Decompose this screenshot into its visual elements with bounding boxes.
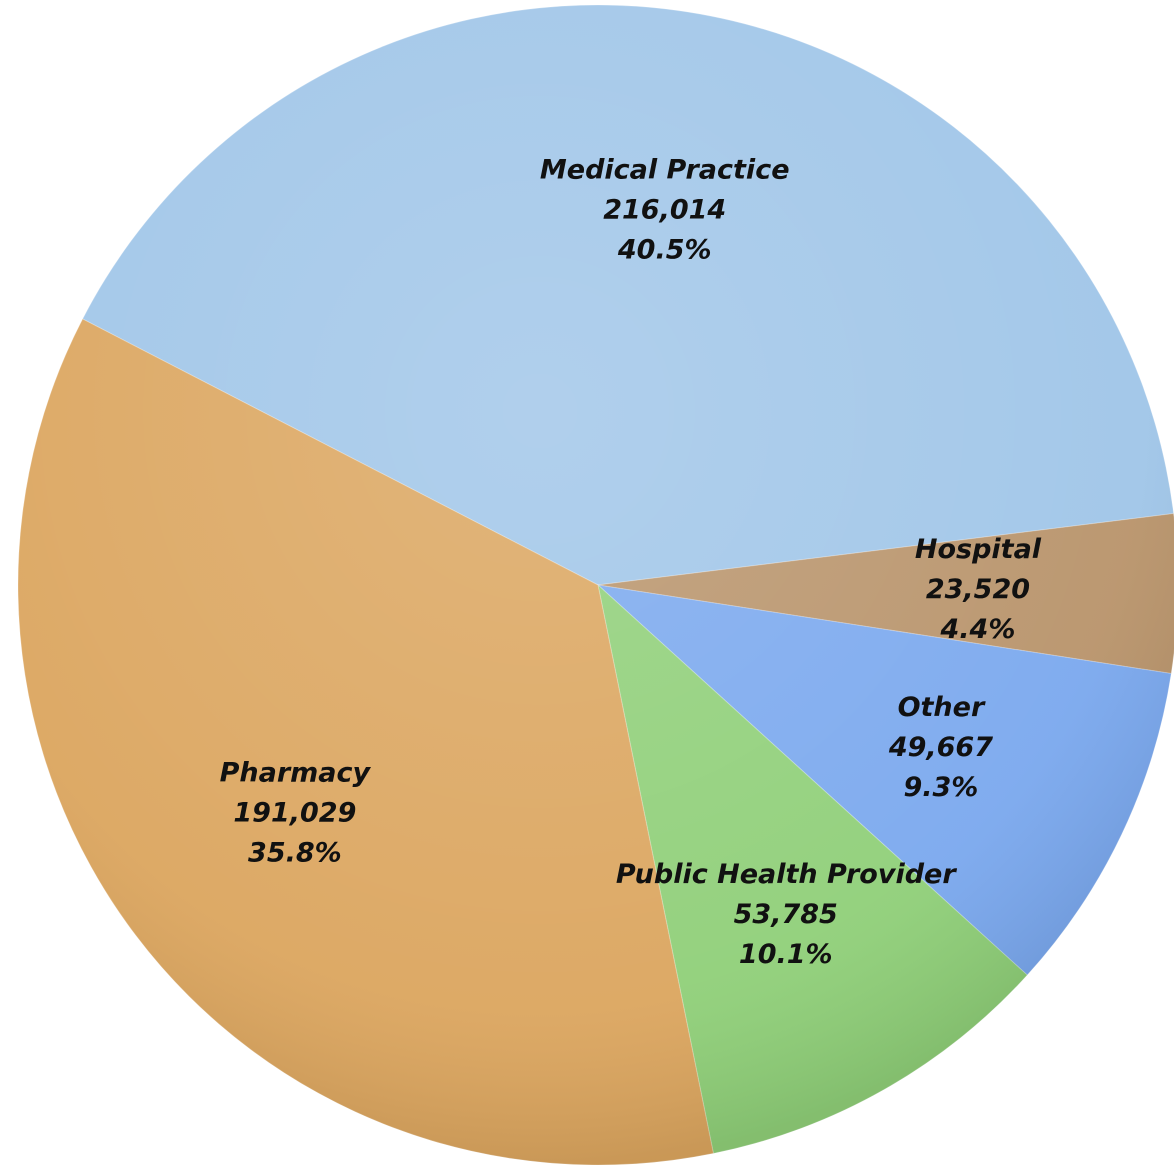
slice-value: 53,785 (734, 899, 838, 930)
slice-category: Public Health Provider (616, 859, 958, 890)
labels: Medical Practice 216,014 40.5% Hospital 23,5… (220, 154, 1042, 969)
slice-percent: 40.5% (617, 234, 712, 265)
slice-percent: 35.8% (248, 838, 342, 869)
slice-category: Hospital (915, 534, 1042, 565)
slice-category: Other (898, 692, 986, 723)
slice-percent: 10.1% (739, 939, 833, 970)
slice-value: 191,029 (233, 798, 356, 829)
slice-category: Medical Practice (540, 154, 790, 185)
slice-percent: 4.4% (940, 614, 1016, 645)
slice-value: 49,667 (888, 732, 993, 763)
slice-percent: 9.3% (903, 772, 978, 803)
slice-value: 216,014 (603, 194, 726, 225)
slice-value: 23,520 (926, 574, 1030, 605)
slice-category: Pharmacy (220, 758, 372, 789)
